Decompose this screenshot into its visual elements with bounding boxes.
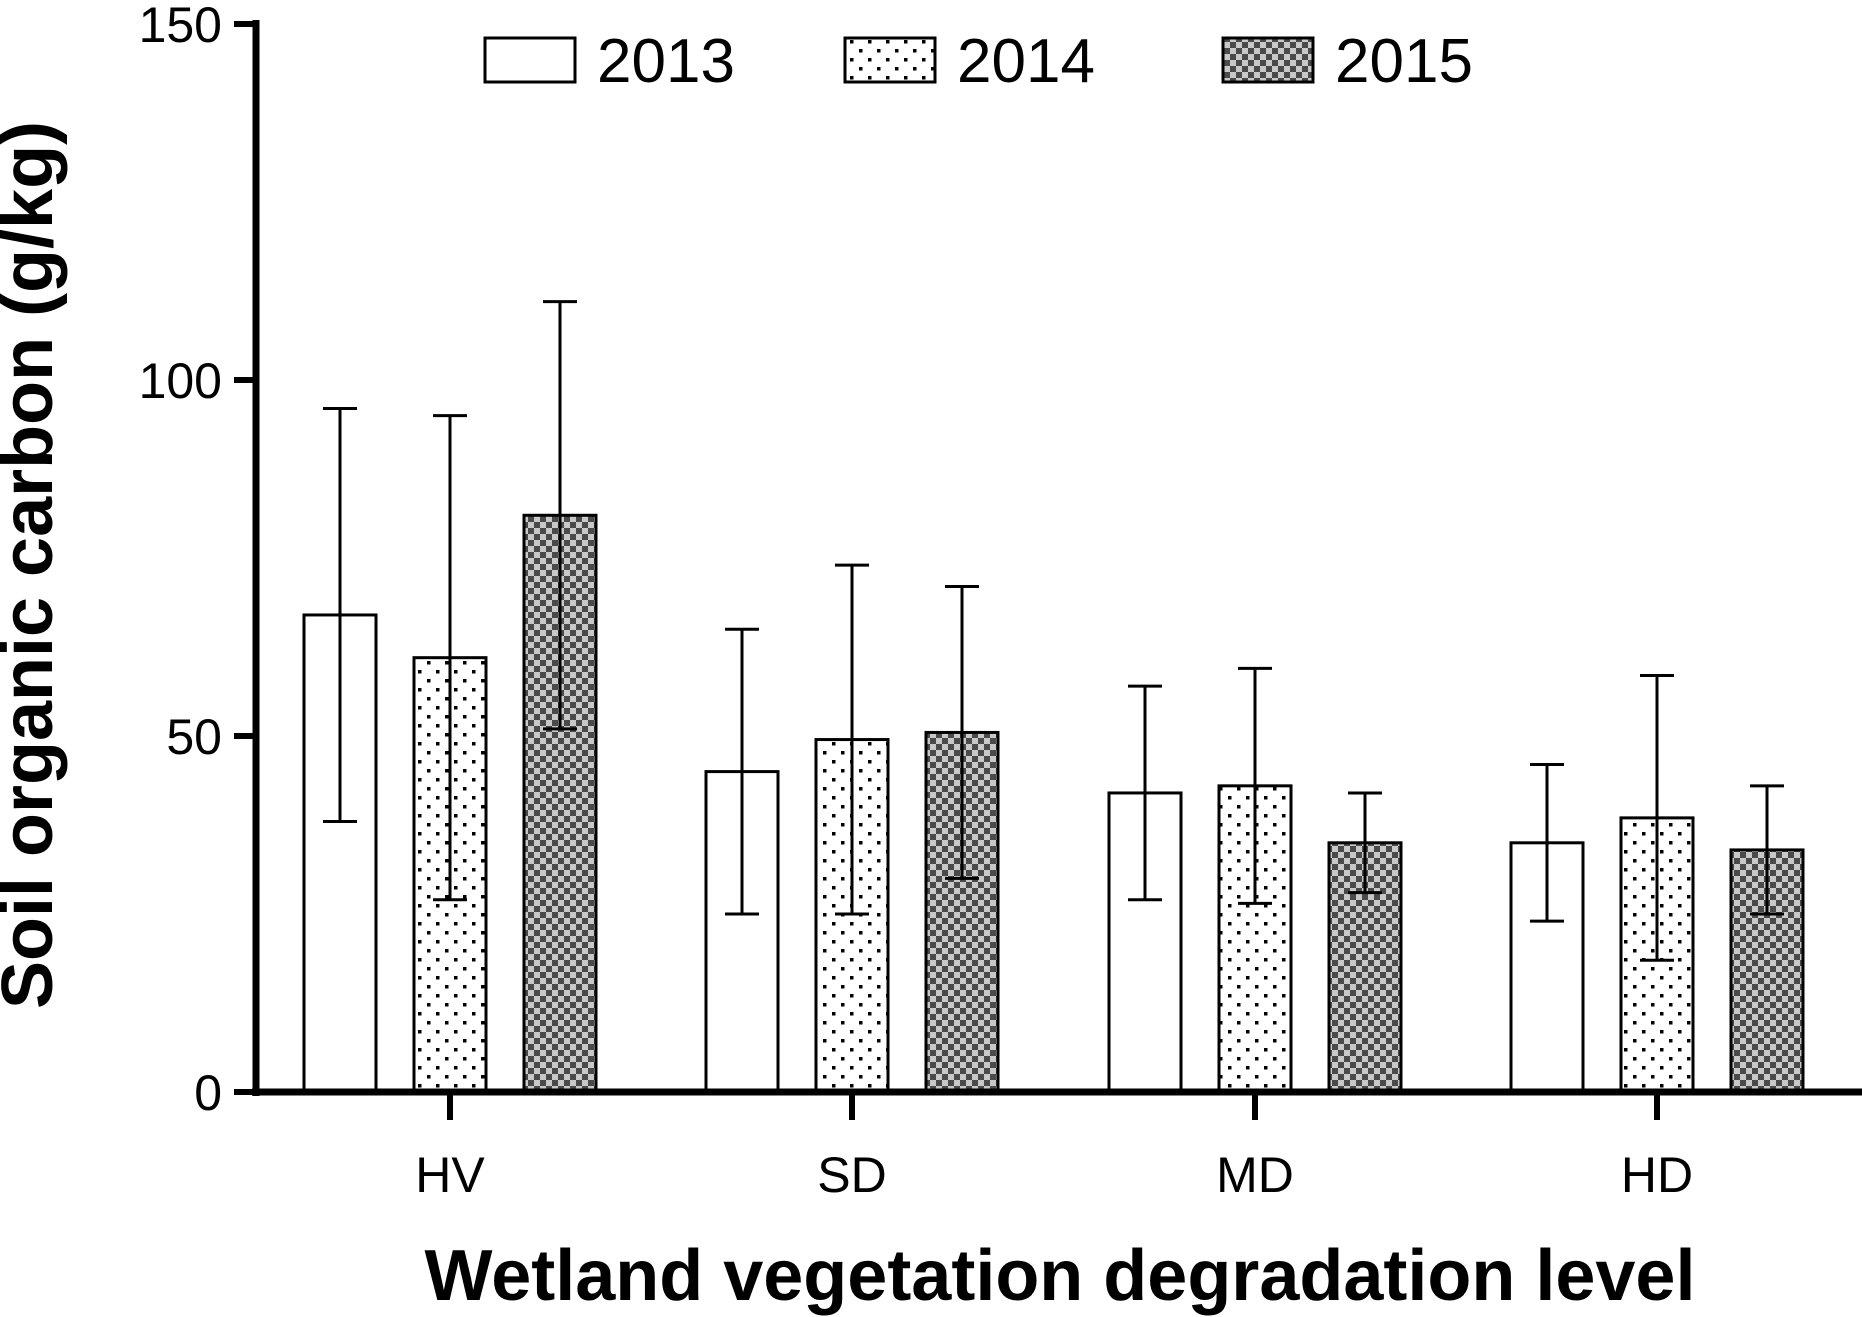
legend: 2013 2014 2015 [483,27,1473,96]
x-axis-title: Wetland vegetation degradation level [425,1236,1696,1316]
y-tick-label-100: 100 [139,353,222,409]
legend-swatch-2013 [483,36,577,84]
legend-label-2013: 2013 [597,27,735,96]
bar-marks [302,300,1805,1094]
x-tick-label-sd: SD [817,1147,886,1203]
y-axis-title: Soil organic carbon (g/kg) [0,121,68,1009]
y-tick-label-0: 0 [194,1065,222,1121]
x-tick-label-hv: HV [415,1147,485,1203]
x-tick-label-md: MD [1216,1147,1294,1203]
y-tick-label-50: 50 [166,709,222,765]
legend-label-2015: 2015 [1335,27,1473,96]
axes: 0 50 100 150 HV SD MD HD [139,0,1862,1203]
legend-swatch-2014 [843,36,937,84]
legend-swatch-2015 [1221,36,1315,84]
y-tick-label-150: 150 [139,0,222,53]
x-tick-label-hd: HD [1621,1147,1693,1203]
legend-label-2014: 2014 [957,27,1095,96]
